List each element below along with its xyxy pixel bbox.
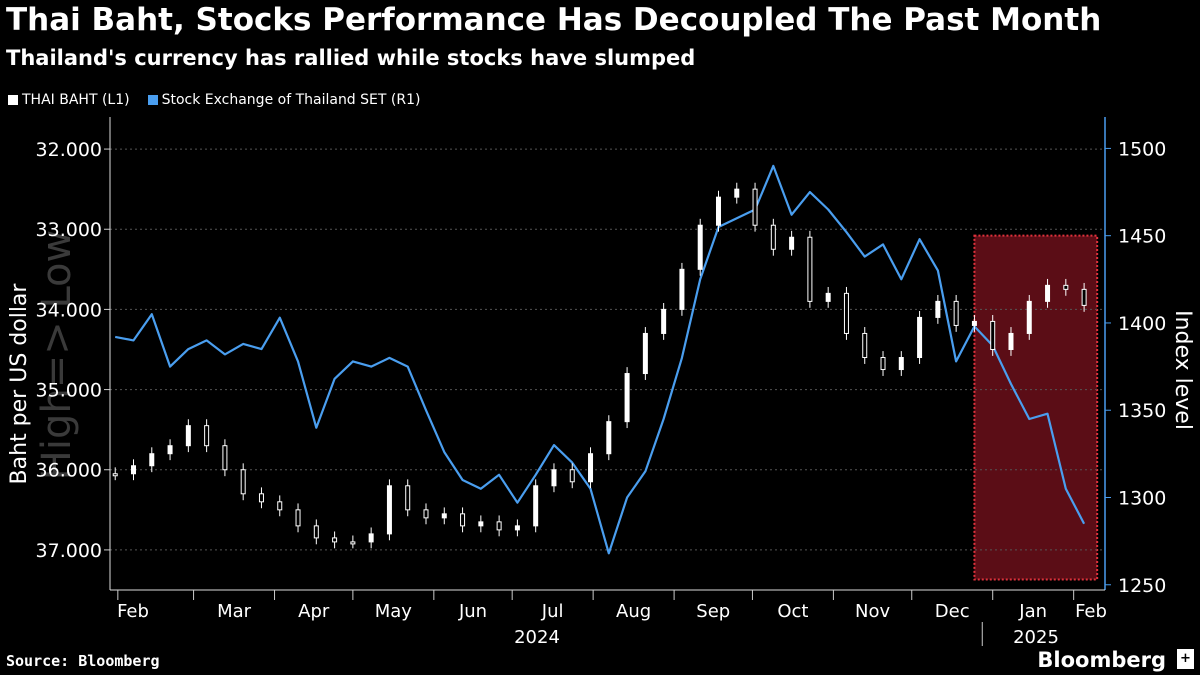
baht-candle-body bbox=[715, 196, 721, 226]
baht-candle-body bbox=[734, 188, 740, 198]
baht-candle-body bbox=[953, 300, 959, 326]
baht-candle-body bbox=[807, 236, 813, 302]
baht-candle-body bbox=[149, 453, 155, 467]
x-tick-label: Oct bbox=[777, 601, 808, 622]
baht-candle-body bbox=[258, 493, 264, 503]
baht-candle-body bbox=[1026, 300, 1032, 334]
baht-candle-body bbox=[167, 445, 173, 455]
chart-subtitle: Thailand's currency has rallied while st… bbox=[6, 46, 696, 70]
right-axis-title: Index level bbox=[1170, 310, 1195, 430]
year-label: 2024 bbox=[514, 627, 560, 648]
baht-candle-body bbox=[898, 357, 904, 371]
bloomberg-mark-icon: + bbox=[1177, 649, 1194, 669]
baht-candle-body bbox=[277, 501, 283, 511]
right-tick-label: 1300 bbox=[1118, 487, 1166, 509]
baht-candle-body bbox=[131, 465, 137, 475]
right-tick-label: 1400 bbox=[1118, 313, 1166, 335]
highlight-region bbox=[973, 234, 1099, 581]
baht-candle-body bbox=[569, 469, 575, 483]
left-tick-label: 36.000 bbox=[36, 460, 102, 482]
left-tick-label: 37.000 bbox=[36, 540, 102, 562]
legend-label-set: Stock Exchange of Thailand SET (R1) bbox=[161, 92, 421, 108]
x-tick-label: Feb bbox=[117, 601, 149, 622]
bloomberg-logo: Bloomberg bbox=[1037, 648, 1166, 672]
baht-candle-body bbox=[971, 320, 977, 326]
baht-candle-body bbox=[1063, 284, 1069, 290]
legend-item-set: Stock Exchange of Thailand SET (R1) bbox=[147, 92, 421, 108]
x-tick-label: Dec bbox=[935, 601, 970, 622]
baht-candle-body bbox=[405, 485, 411, 511]
baht-candle-body bbox=[295, 509, 301, 527]
left-tick-label: 32.000 bbox=[36, 139, 102, 161]
left-tick-label: 33.000 bbox=[36, 219, 102, 241]
x-tick-label: Jul bbox=[541, 601, 564, 622]
baht-candle-body bbox=[624, 373, 630, 423]
baht-candle-body bbox=[478, 521, 484, 527]
source-note: Source: Bloomberg bbox=[6, 652, 160, 670]
right-tick-label: 1250 bbox=[1118, 575, 1166, 597]
baht-candle-body bbox=[752, 188, 758, 226]
legend-label-baht: THAI BAHT (L1) bbox=[22, 92, 130, 108]
baht-candle-body bbox=[204, 425, 210, 447]
baht-candle-body bbox=[496, 521, 502, 531]
baht-candle-body bbox=[990, 320, 996, 350]
x-tick-label: Sep bbox=[696, 601, 730, 622]
axis-watermark: High=> Low bbox=[34, 230, 80, 480]
baht-candle-body bbox=[679, 268, 685, 310]
baht-candle-body bbox=[533, 485, 539, 527]
baht-candle-body bbox=[1045, 284, 1051, 302]
baht-candle-body bbox=[697, 224, 703, 270]
baht-candle-body bbox=[386, 485, 392, 535]
legend-swatch-baht bbox=[8, 95, 18, 105]
x-tick-label: Jun bbox=[458, 601, 487, 622]
x-tick-label: Nov bbox=[855, 601, 890, 622]
left-tick-label: 34.000 bbox=[36, 299, 102, 321]
x-tick-label: Jan bbox=[1018, 601, 1047, 622]
baht-candle-body bbox=[935, 300, 941, 318]
x-tick-label: Apr bbox=[298, 601, 330, 622]
x-tick-label: May bbox=[375, 601, 413, 622]
baht-candle-body bbox=[185, 425, 191, 447]
baht-candle-body bbox=[825, 292, 831, 302]
baht-candle-body bbox=[661, 308, 667, 334]
x-tick-label: Feb bbox=[1075, 601, 1107, 622]
baht-candle-body bbox=[514, 525, 520, 531]
baht-candle-body bbox=[770, 224, 776, 250]
baht-candle-body bbox=[460, 513, 466, 527]
baht-candle-body bbox=[917, 316, 923, 359]
baht-candle-body bbox=[843, 292, 849, 334]
baht-candle-body bbox=[606, 421, 612, 455]
baht-candle-body bbox=[642, 332, 648, 375]
chart-title: Thai Baht, Stocks Performance Has Decoup… bbox=[6, 2, 1102, 38]
baht-candle-body bbox=[880, 357, 886, 371]
legend-item-baht: THAI BAHT (L1) bbox=[8, 92, 130, 108]
x-tick-label: Mar bbox=[217, 601, 252, 622]
baht-candle-body bbox=[240, 469, 246, 495]
baht-candle-body bbox=[1081, 288, 1087, 306]
x-tick-label: Aug bbox=[616, 601, 651, 622]
baht-candle-body bbox=[350, 541, 356, 545]
right-tick-label: 1350 bbox=[1118, 400, 1166, 422]
legend-swatch-set bbox=[147, 95, 158, 105]
baht-candle-body bbox=[222, 445, 228, 471]
baht-candle-body bbox=[588, 453, 594, 483]
baht-candle-body bbox=[332, 537, 338, 543]
baht-candle-body bbox=[368, 533, 374, 543]
series-line-set bbox=[114, 164, 1086, 555]
baht-candle-body bbox=[112, 473, 118, 477]
left-axis-title: Baht per US dollar bbox=[7, 283, 32, 485]
baht-candle-body bbox=[441, 513, 447, 519]
baht-candle-body bbox=[1008, 332, 1014, 350]
baht-candle-body bbox=[862, 332, 868, 359]
baht-candle-body bbox=[423, 509, 429, 519]
left-tick-label: 35.000 bbox=[36, 380, 102, 402]
right-tick-label: 1450 bbox=[1118, 226, 1166, 248]
baht-candle-body bbox=[789, 236, 795, 250]
chart-legend: THAI BAHT (L1) Stock Exchange of Thailan… bbox=[8, 92, 420, 108]
baht-candle-body bbox=[551, 469, 557, 487]
right-tick-label: 1500 bbox=[1118, 138, 1166, 160]
year-label: 2025 bbox=[1013, 627, 1059, 648]
baht-candle-body bbox=[313, 525, 319, 539]
